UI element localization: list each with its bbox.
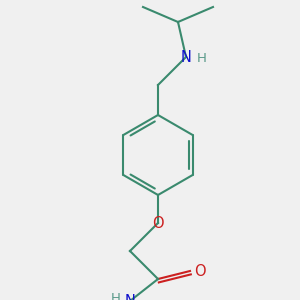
Text: N: N [124, 293, 135, 300]
Text: H: H [111, 292, 121, 300]
Text: N: N [181, 50, 191, 64]
Text: H: H [197, 52, 207, 65]
Text: O: O [194, 263, 206, 278]
Text: O: O [152, 215, 164, 230]
